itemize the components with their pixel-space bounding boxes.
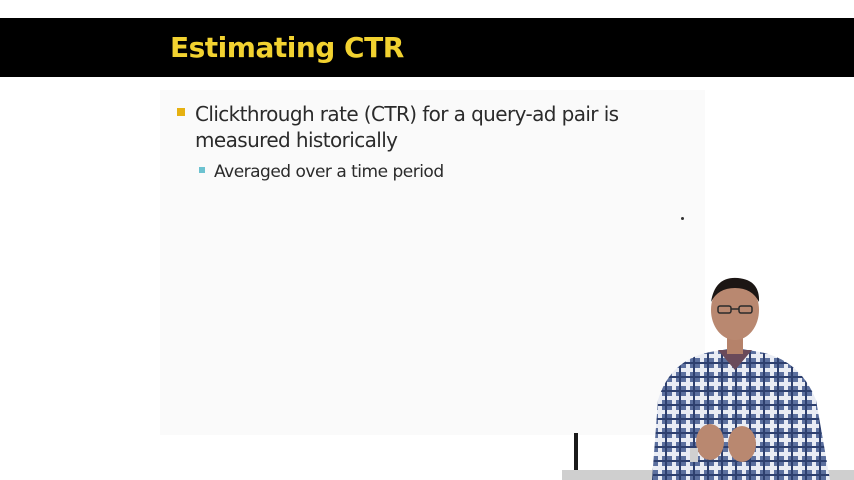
sub-bullet-text: Averaged over a time period (214, 162, 444, 182)
bullet-text: Clickthrough rate (CTR) for a query-ad p… (195, 102, 619, 152)
slide-body (160, 90, 705, 435)
presenter-figure (652, 277, 830, 480)
microphone-stand (574, 433, 578, 480)
square-bullet-icon (177, 108, 185, 116)
square-sub-bullet-icon (199, 167, 205, 173)
slide-title-bar (0, 18, 854, 77)
slide-title: Estimating CTR (170, 31, 404, 64)
top-margin (0, 0, 854, 18)
bullet-level-1: Clickthrough rate (CTR) for a query-ad p… (177, 101, 687, 153)
laser-pointer-dot-icon (681, 217, 684, 220)
bullet-level-2: Averaged over a time period (199, 161, 679, 183)
